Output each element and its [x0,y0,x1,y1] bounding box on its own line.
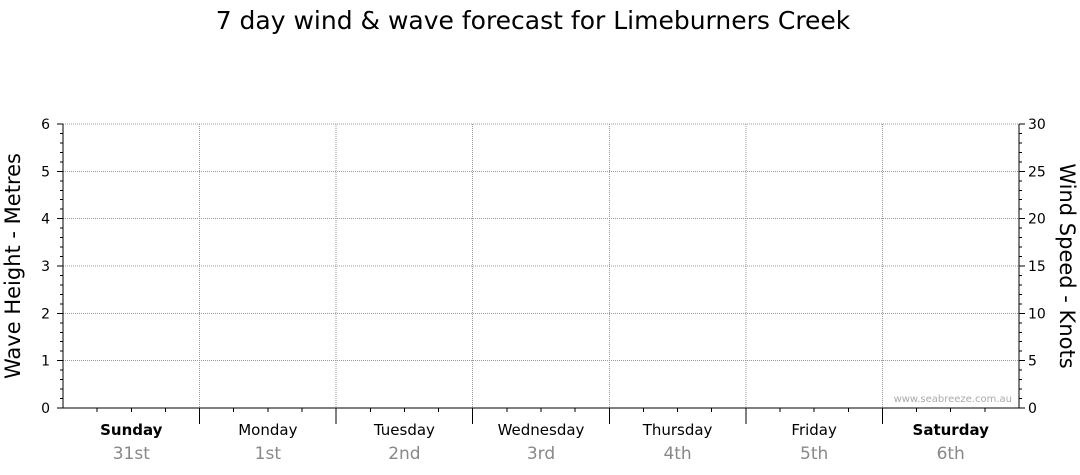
right-axis-ticks: 0 5 10 15 20 25 30 [1019,117,1046,417]
right-tick-label: 20 [1028,212,1046,228]
left-tick-label: 3 [41,259,50,275]
left-tick-label: 4 [41,212,50,228]
right-tick-label: 5 [1028,354,1037,370]
day-label: Sunday [100,421,163,439]
left-tick-label: 6 [41,117,50,133]
date-label: 2nd [388,444,420,464]
right-tick-label: 10 [1028,306,1046,322]
grid-layer [63,123,1019,408]
right-tick-label: 0 [1028,401,1037,417]
day-label: Monday [238,421,297,439]
date-label: 4th [663,444,691,464]
left-axis-ticks: 0 1 2 3 4 5 6 [41,117,63,417]
left-tick-label: 2 [41,306,50,322]
day-label: Saturday [913,421,990,439]
right-tick-label: 15 [1028,259,1046,275]
day-label: Friday [791,421,837,439]
date-label: 1st [255,444,282,464]
date-label: 3rd [527,444,555,464]
left-axis-title: Wave Height - Metres [1,153,25,379]
date-label: 6th [937,444,965,464]
day-label: Thursday [642,421,713,439]
date-label: 5th [800,444,828,464]
left-tick-label: 5 [41,164,50,180]
right-tick-label: 25 [1028,164,1046,180]
left-tick-label: 0 [41,401,50,417]
day-label: Tuesday [373,421,435,439]
day-labels: Sunday 31st Monday 1st Tuesday 2nd Wednesday 3r… [96,408,990,464]
date-label: 31st [113,444,150,464]
left-tick-label: 1 [41,354,50,370]
day-label: Wednesday [498,421,585,439]
watermark-text: www.seabreeze.com.au [894,394,1012,405]
chart-title: 7 day wind & wave forecast for Limeburne… [216,6,851,35]
right-tick-label: 30 [1028,117,1046,133]
right-axis-title: Wind Speed - Knots [1055,163,1079,368]
